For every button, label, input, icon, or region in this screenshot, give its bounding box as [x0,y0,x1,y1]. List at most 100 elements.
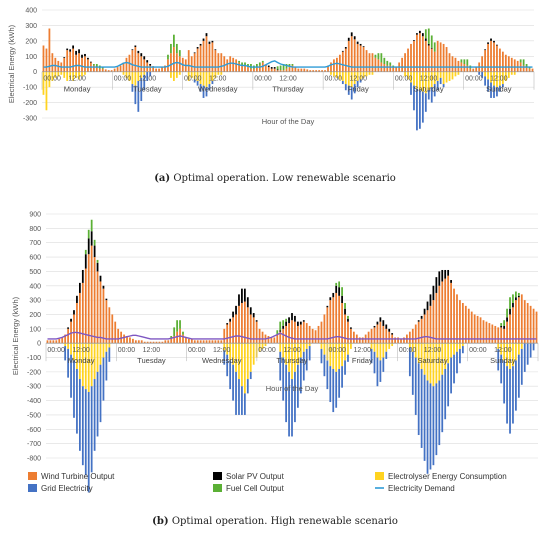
bar-segment [362,46,365,48]
bar-segment [448,71,451,81]
bar-segment [302,321,305,344]
bar-segment [404,71,406,77]
bar-segment [199,84,202,92]
bar-segment [338,343,341,370]
y-tick-label: 300 [25,23,37,30]
bar-segment [401,57,403,72]
bar-segment [96,271,99,344]
bar-segment [531,68,534,72]
bar-segment [438,271,441,286]
bar-segment [522,59,525,66]
bar-segment [481,71,484,78]
bar-segment [421,91,424,123]
bar-segment [193,52,196,54]
bar-segment [493,42,495,72]
bar-segment [506,317,508,322]
bar-segment [137,80,140,112]
bar-segment [377,59,380,72]
bar-segment [81,71,83,77]
bar-segment [467,308,470,344]
bar-segment [193,340,196,344]
bar-segment [410,71,412,83]
bar-segment [315,70,318,72]
bar-segment [187,71,190,81]
bar-segment [282,64,285,71]
bar-segment [332,292,335,298]
bar-segment [510,57,513,72]
y-tick-label: 400 [29,283,41,290]
x-hour-tick-label: 12:00 [72,347,90,354]
y-tick-label: -200 [27,369,41,376]
bar-segment [414,357,417,415]
bar-segment [285,64,288,69]
bar-segment [433,42,436,52]
bar-segment [341,51,344,72]
bar-segment [323,314,326,344]
bar-segment [202,340,205,344]
bar-segment [368,71,371,75]
bar-segment [335,371,338,408]
bar-segment [75,50,77,55]
bar-segment [64,343,67,347]
bar-segment [241,65,243,72]
bar-segment [341,302,343,344]
x-axis-title: Hour of the Day [262,117,315,126]
bar-segment [73,310,75,315]
bar-segment [143,71,146,75]
bar-segment [123,334,125,344]
bar-segment [444,343,447,370]
bar-segment [108,347,111,362]
bar-segment [330,71,332,75]
bar-segment [509,308,511,315]
bar-segment [67,343,69,349]
bar-segment [196,71,199,81]
bar-segment [447,363,450,407]
bar-segment [494,325,497,344]
bar-segment [285,364,287,423]
bar-segment [424,29,427,39]
bar-segment [484,71,486,77]
bar-segment [63,57,66,58]
x-day-label: Friday [352,356,373,365]
bar-segment [279,351,282,381]
bar-segment [382,357,385,372]
bar-segment [92,64,95,66]
bar-segment [48,28,51,72]
bar-segment [143,59,146,72]
bar-segment [353,39,356,72]
bar-segment [318,70,321,72]
y-tick-label: -100 [23,85,37,92]
bar-segment [249,307,252,315]
bar-segment [170,336,173,339]
bar-segment [205,87,208,97]
bar-segment [238,60,240,63]
bar-segment [42,71,45,95]
y-tick-label: 800 [29,226,41,233]
bar-segment [126,336,128,344]
y-tick-label: 0 [33,69,37,76]
bar-segment [404,53,406,72]
bar-segment [291,65,294,72]
bar-segment [350,32,353,37]
bar-segment [110,70,113,72]
bar-segment [450,282,452,344]
bar-segment [459,348,461,364]
bar-segment [57,71,60,77]
y-axis-title: Electrical Energy (kWh) [7,24,16,103]
bar-segment [526,302,529,344]
bar-segment [102,288,105,344]
bar-segment [424,93,427,112]
bar-segment [241,343,243,387]
bar-segment [344,308,346,315]
bar-segment [344,343,346,361]
bar-segment [81,282,84,344]
bar-segment [158,68,160,72]
bar-segment [362,71,365,78]
chart-low-renewable: 400 300 200 100 0 -100 -200 -300 Electrical Ener… [7,8,535,131]
bar-segment [323,343,326,355]
x-hour-tick-label: 12:00 [354,347,372,354]
bar-segment [528,67,531,69]
bar-segment [111,314,114,344]
bar-segment [63,57,66,72]
bar-segment [116,67,119,72]
